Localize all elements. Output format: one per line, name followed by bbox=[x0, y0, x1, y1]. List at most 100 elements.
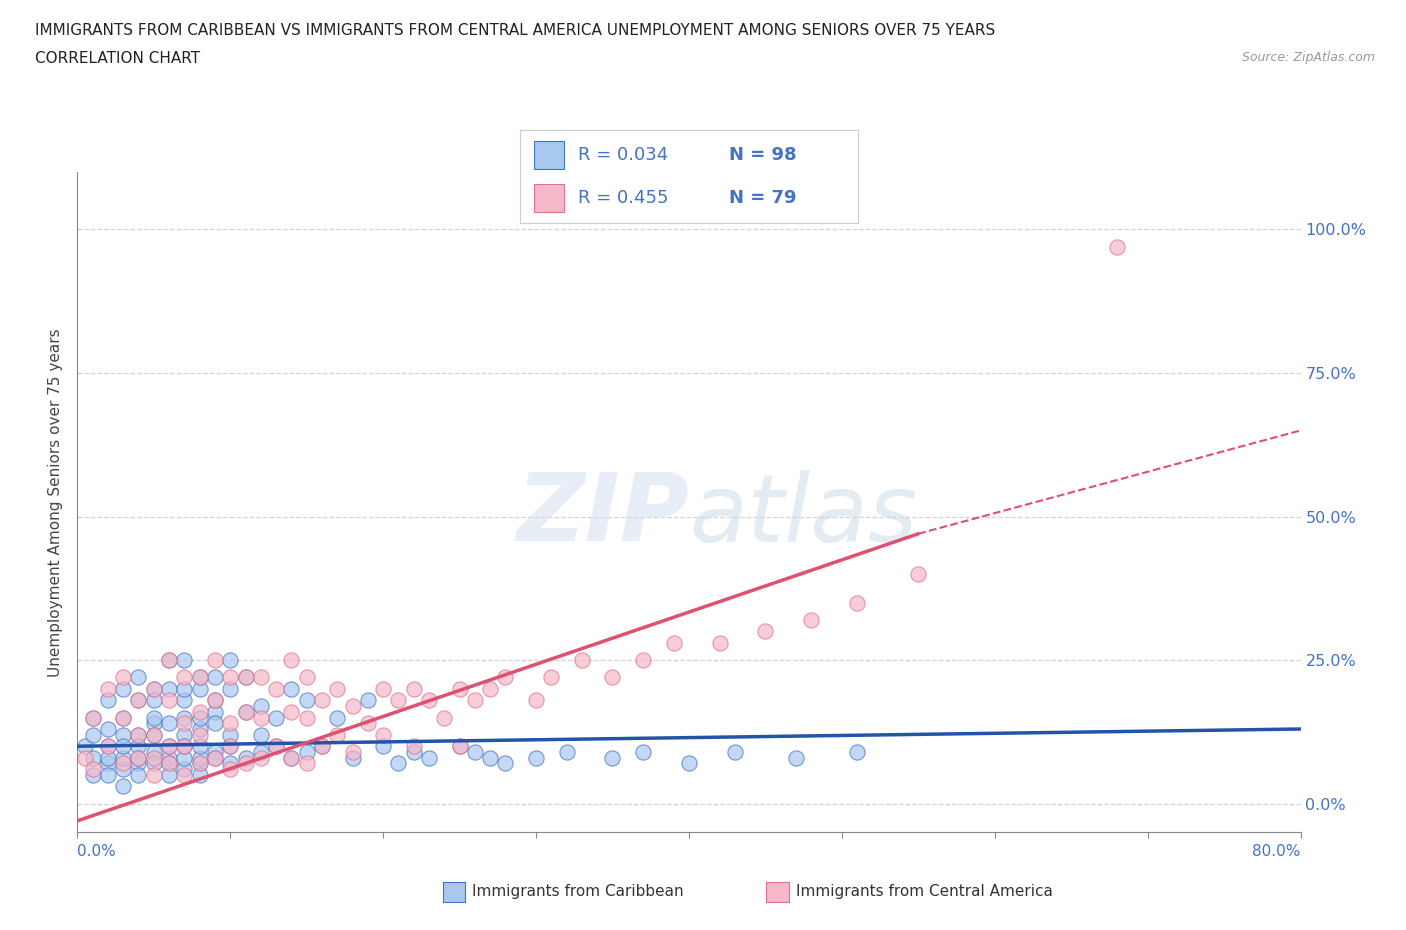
Point bbox=[402, 738, 425, 753]
Point bbox=[173, 670, 195, 684]
Point bbox=[495, 670, 517, 684]
Point bbox=[250, 751, 273, 765]
Point bbox=[678, 756, 700, 771]
Point bbox=[127, 693, 149, 708]
Point bbox=[127, 670, 149, 684]
Point bbox=[326, 727, 349, 742]
Point bbox=[846, 595, 869, 610]
Point bbox=[127, 693, 149, 708]
Text: Immigrants from Central America: Immigrants from Central America bbox=[796, 884, 1053, 899]
Point bbox=[479, 751, 502, 765]
Point bbox=[157, 682, 180, 697]
Y-axis label: Unemployment Among Seniors over 75 years: Unemployment Among Seniors over 75 years bbox=[48, 328, 63, 676]
Point bbox=[479, 682, 502, 697]
Point bbox=[173, 682, 195, 697]
Point bbox=[342, 745, 364, 760]
Point bbox=[127, 767, 149, 782]
Point bbox=[250, 711, 273, 725]
Point bbox=[157, 716, 180, 731]
Point bbox=[173, 767, 195, 782]
Point bbox=[97, 722, 120, 737]
Point bbox=[219, 727, 242, 742]
Point bbox=[754, 624, 776, 639]
Point bbox=[724, 745, 747, 760]
Point bbox=[142, 682, 165, 697]
Point bbox=[219, 716, 242, 731]
Point bbox=[97, 738, 120, 753]
Point bbox=[173, 738, 195, 753]
Point bbox=[97, 751, 120, 765]
Point bbox=[142, 727, 165, 742]
Point bbox=[127, 727, 149, 742]
Point bbox=[142, 693, 165, 708]
Point bbox=[173, 738, 195, 753]
Point bbox=[280, 751, 302, 765]
Point bbox=[112, 751, 135, 765]
Point bbox=[157, 653, 180, 668]
Point bbox=[82, 727, 104, 742]
Point bbox=[204, 693, 226, 708]
Point bbox=[188, 711, 211, 725]
Point bbox=[219, 762, 242, 777]
Point bbox=[157, 738, 180, 753]
Point bbox=[219, 738, 242, 753]
Point bbox=[127, 756, 149, 771]
Point bbox=[97, 693, 120, 708]
Point bbox=[357, 693, 380, 708]
Point bbox=[295, 693, 318, 708]
Point bbox=[112, 711, 135, 725]
Point bbox=[235, 704, 257, 719]
Point bbox=[264, 682, 287, 697]
Point bbox=[555, 745, 578, 760]
Point bbox=[82, 762, 104, 777]
Point bbox=[127, 751, 149, 765]
Point bbox=[204, 751, 226, 765]
Point bbox=[112, 670, 135, 684]
Point bbox=[112, 682, 135, 697]
Point bbox=[602, 751, 624, 765]
Point bbox=[295, 745, 318, 760]
Point bbox=[97, 738, 120, 753]
Point bbox=[524, 693, 547, 708]
Point bbox=[82, 711, 104, 725]
Point bbox=[295, 711, 318, 725]
Point bbox=[449, 682, 471, 697]
Point bbox=[188, 767, 211, 782]
Point bbox=[142, 711, 165, 725]
Point bbox=[371, 727, 394, 742]
Point bbox=[188, 756, 211, 771]
Point bbox=[418, 751, 440, 765]
Point bbox=[157, 767, 180, 782]
Point bbox=[235, 670, 257, 684]
Point bbox=[264, 738, 287, 753]
Point bbox=[188, 738, 211, 753]
Point bbox=[311, 738, 333, 753]
Point bbox=[127, 738, 149, 753]
Point bbox=[219, 738, 242, 753]
Point bbox=[418, 693, 440, 708]
Point bbox=[311, 738, 333, 753]
Point bbox=[235, 704, 257, 719]
Text: CORRELATION CHART: CORRELATION CHART bbox=[35, 51, 200, 66]
Point bbox=[800, 613, 823, 628]
Point bbox=[907, 566, 929, 581]
Point bbox=[326, 711, 349, 725]
Point bbox=[357, 716, 380, 731]
Text: N = 98: N = 98 bbox=[730, 146, 797, 165]
Point bbox=[250, 727, 273, 742]
Point bbox=[82, 711, 104, 725]
Point bbox=[235, 751, 257, 765]
Point bbox=[188, 751, 211, 765]
Point bbox=[112, 756, 135, 771]
Point bbox=[250, 745, 273, 760]
Point bbox=[173, 653, 195, 668]
Point bbox=[387, 693, 409, 708]
Point bbox=[204, 745, 226, 760]
Point bbox=[82, 767, 104, 782]
Point bbox=[402, 745, 425, 760]
Point bbox=[219, 653, 242, 668]
Point bbox=[173, 711, 195, 725]
Point bbox=[464, 693, 486, 708]
Text: ZIP: ZIP bbox=[516, 470, 689, 562]
Point bbox=[524, 751, 547, 765]
